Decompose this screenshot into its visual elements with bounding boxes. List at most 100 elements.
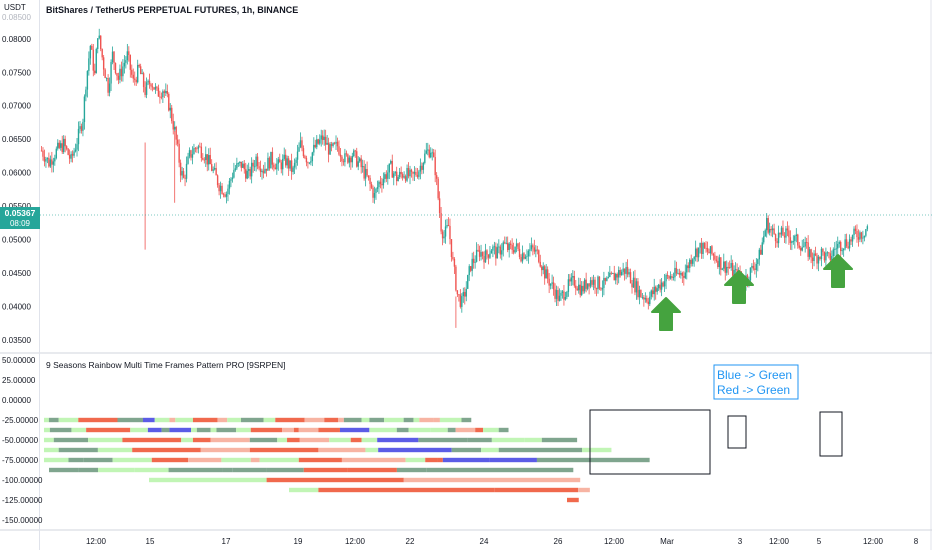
candle [495,242,497,266]
indicator-axis-tick-label: -25.00000 [2,416,39,425]
candle [117,72,120,85]
candle [175,125,177,146]
candle [203,157,205,164]
candle [727,262,729,275]
candle [391,154,393,178]
candle [813,250,815,267]
candle [224,192,226,198]
candle [800,245,802,256]
price-axis-tick-label: 0.07000 [2,102,31,111]
price-axis-tick-label: 0.06000 [2,169,31,178]
x-axis-tick-label: 8 [914,537,919,546]
candle [851,234,854,247]
candle [394,170,396,176]
candle [847,241,849,250]
candle [572,270,574,286]
candle [808,246,811,260]
indicator-segment [192,437,211,443]
candle [524,254,527,260]
candle [684,264,686,280]
candle [455,264,457,292]
indicator-segment [112,457,152,463]
candle [85,86,87,102]
indicator-segment [430,427,448,433]
candle [751,263,753,273]
candle [129,54,131,78]
candle [425,142,427,155]
indicator-segment [147,427,162,433]
candle [694,240,697,262]
candle [669,271,672,280]
indicator-segment [71,427,87,433]
indicator-segment [494,487,579,493]
price-axis-tick-label: 0.08000 [2,35,31,44]
candle [569,274,571,287]
candle [282,154,284,176]
candle [481,251,484,260]
indicator-segment [236,427,251,433]
candle [474,255,476,269]
indicator-segment [318,487,495,493]
x-axis-tick-label: 26 [554,537,563,546]
candle [80,123,83,134]
candle [351,152,353,168]
candle [135,76,137,86]
indicator-segment [437,457,443,463]
candle [597,275,599,294]
candle [819,256,821,261]
candle [610,271,612,275]
candle [683,271,685,286]
candle [227,184,229,202]
candle [471,252,473,277]
indicator-segment [49,427,72,433]
candle [191,146,194,165]
candle [55,146,57,160]
candle [83,94,86,130]
candle [49,155,52,168]
indicator-segment [282,427,294,433]
candle [595,287,598,297]
candle [43,149,46,167]
candle [276,158,278,175]
candle [290,153,293,180]
candle [339,147,342,163]
indicator-axis-tick-label: 50.00000 [2,356,36,365]
candle [444,219,447,244]
candle [110,59,112,91]
indicator-segment [299,437,330,443]
candle [538,249,540,264]
candle [179,159,182,183]
candle [176,134,179,147]
indicator-segment [151,457,189,463]
indicator-segment [44,437,54,443]
candle [274,163,277,170]
candle [758,247,760,266]
candle [637,277,639,300]
candle [188,147,191,159]
candle [304,154,306,160]
candle [314,139,316,149]
annotation-label: Blue -> Green Red -> Green [713,364,799,400]
candle [575,280,577,296]
candle [74,143,77,153]
candle [546,266,549,284]
indicator-segment [433,417,440,423]
candle [437,176,439,201]
indicator-segment [168,467,223,473]
candle [680,270,682,279]
candle [749,267,752,283]
candle [631,279,633,294]
candle [672,272,675,281]
candle [498,239,500,254]
candle [323,129,325,146]
candle [820,246,823,267]
candle [261,168,263,180]
x-axis-tick-label: 19 [294,537,303,546]
candle [675,261,678,276]
candle [638,285,641,305]
candle [456,290,459,298]
candle [114,62,117,75]
candle [677,268,679,275]
indicator-segment [132,447,201,453]
